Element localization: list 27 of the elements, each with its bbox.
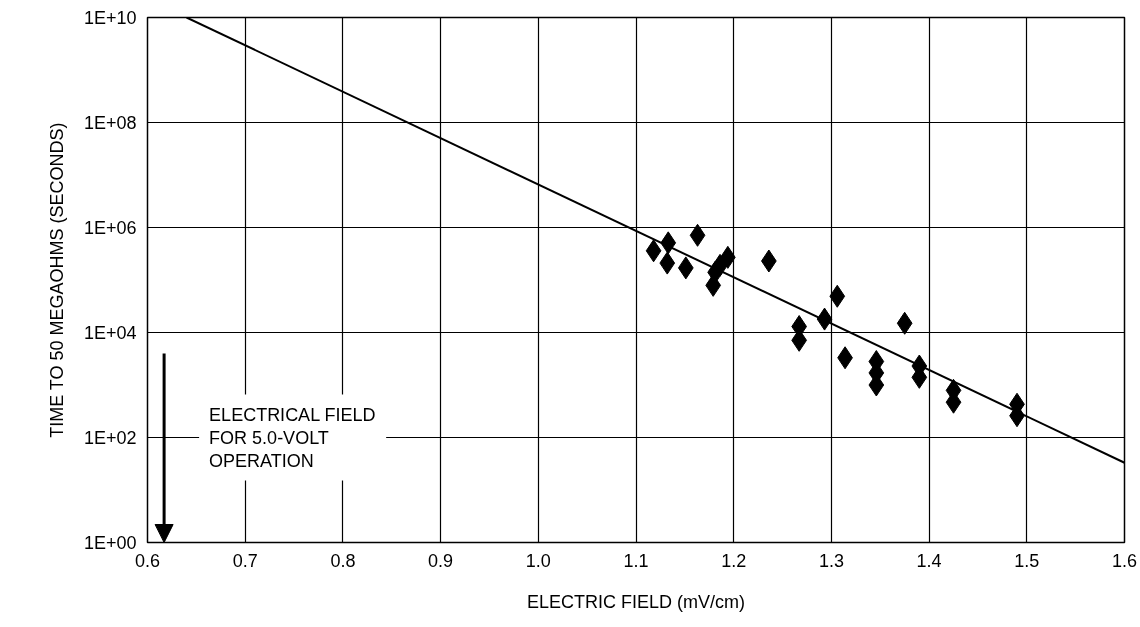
point	[645, 239, 662, 263]
x-tick-label: 1.2	[721, 550, 747, 571]
x-tick-label: 1.5	[1014, 550, 1040, 571]
y-tick-label: 1E+00	[83, 532, 137, 553]
point	[816, 307, 833, 331]
y-axis-title: TIME TO 50 MEGAOHMS (SECONDS)	[46, 122, 67, 438]
point	[677, 256, 694, 280]
y-tick-label: 1E+04	[83, 322, 137, 343]
x-tick-label: 1.4	[916, 550, 942, 571]
annotation: ELECTRICAL FIELD FOR 5.0-VOLT OPERATION	[209, 404, 376, 471]
x-tick-label: 0.9	[428, 550, 454, 571]
x-tick-label: 0.6	[134, 550, 161, 571]
x-tick-label: 1.1	[623, 550, 649, 571]
y-tick-label: 1E+08	[83, 112, 137, 133]
x-tick-label: 1.6	[1111, 550, 1138, 571]
x-tick-label: 0.7	[232, 550, 258, 571]
x-tick-label: 0.8	[330, 550, 356, 571]
y-tick-label: 1E+02	[83, 427, 137, 448]
point	[689, 223, 706, 247]
point	[896, 311, 913, 335]
point	[659, 251, 676, 275]
x-axis-title: ELECTRIC FIELD (mV/cm)	[526, 591, 746, 612]
x-tick-label: 1.3	[818, 550, 844, 571]
point	[829, 284, 846, 308]
y-tick-label: 1E+10	[83, 7, 137, 28]
x-tick-label: 1.0	[525, 550, 551, 571]
y-tick-label: 1E+06	[83, 217, 137, 238]
